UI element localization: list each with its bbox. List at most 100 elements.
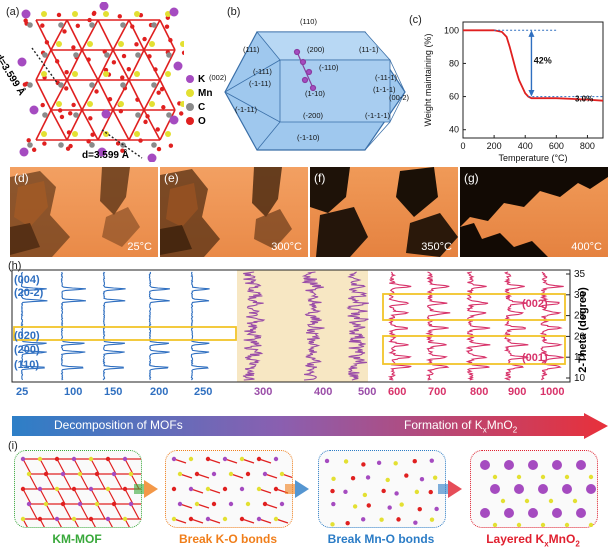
atom — [256, 516, 262, 522]
atom — [381, 488, 386, 494]
legend-swatch — [186, 75, 194, 83]
oxygen-atom — [135, 97, 140, 102]
oxygen-atom — [159, 86, 165, 92]
xrd-y-tick-label: 15 — [574, 352, 586, 363]
oxygen-atom — [75, 23, 81, 29]
atom — [171, 486, 177, 492]
carbon-atom — [151, 22, 157, 28]
arrow-right-sub-a: x — [482, 425, 487, 435]
oxygen-atom — [62, 29, 67, 34]
manganese-atom — [41, 131, 47, 137]
carbon-atom — [42, 112, 48, 118]
atom — [171, 516, 177, 522]
oxygen-atom — [90, 132, 95, 137]
manganese-atom — [572, 498, 578, 504]
atom — [279, 471, 285, 477]
atom — [26, 501, 32, 507]
oxygen-atom — [120, 75, 125, 80]
facet-label: (1-10) — [305, 89, 326, 98]
manganese-atom — [524, 498, 530, 504]
xrd-trace — [539, 271, 564, 381]
atom — [379, 517, 384, 522]
carbon-atom — [73, 52, 79, 58]
xrd-x-tick-label: 600 — [388, 386, 407, 398]
facet-label: (00-2) — [389, 93, 410, 102]
atom — [396, 517, 401, 522]
oxygen-atom — [66, 130, 72, 135]
oxygen-atom — [92, 10, 97, 16]
potassium-atom — [528, 508, 538, 518]
xrd-x-tick-label: 250 — [194, 386, 213, 398]
oxygen-atom — [103, 67, 109, 73]
oxygen-atom — [164, 24, 170, 29]
oxygen-atom — [64, 70, 69, 75]
oxygen-atom — [56, 12, 62, 18]
oxygen-atom — [64, 86, 69, 91]
atom — [239, 486, 245, 492]
manganese-atom — [56, 41, 62, 47]
tga-x-tick-label: 200 — [487, 141, 502, 151]
atom — [228, 501, 234, 507]
oxygen-atom — [156, 146, 162, 152]
potassium-atom — [17, 57, 27, 67]
atom — [88, 516, 94, 522]
atom — [262, 471, 268, 477]
atom — [245, 501, 251, 507]
atom — [385, 477, 390, 483]
panel-a: (a) d=3.599 Å d=3.599 Å K Mn C O — [0, 0, 212, 165]
atom — [330, 488, 335, 494]
atom — [20, 516, 26, 522]
manganese-atom — [134, 11, 140, 17]
oxygen-atom — [156, 90, 161, 95]
atom — [256, 486, 262, 492]
manganese-atom — [87, 41, 93, 47]
manganese-atom — [87, 101, 93, 107]
xrd-peak-label-right: (002) — [522, 298, 548, 311]
tga-plot-frame — [462, 21, 604, 139]
oxygen-atom — [168, 37, 173, 43]
tga-y-tick-label: 100 — [444, 25, 459, 35]
xrd-trace — [387, 271, 412, 381]
atom — [345, 520, 350, 526]
crystal-morphology: (110) (111) (200) (11-1) (002) (-111) (-1-11) (… — [209, 17, 410, 151]
atom — [429, 517, 435, 522]
atom — [360, 517, 366, 522]
panel-d-label: (d) — [14, 171, 29, 185]
oxygen-atom — [71, 45, 76, 50]
atom — [77, 501, 83, 507]
xrd-trace — [190, 271, 210, 381]
atom — [43, 471, 49, 477]
manganese-atom — [564, 474, 570, 480]
atom — [399, 502, 404, 507]
potassium-atom — [97, 147, 107, 157]
oxygen-atom — [155, 127, 160, 132]
oxygen-atom — [134, 42, 139, 47]
manganese-atom — [118, 41, 124, 47]
panel-c: (c) 0 200 400 600 800 40 60 80 100 Temperature (°… — [409, 0, 611, 165]
atom — [222, 516, 228, 522]
atom — [262, 501, 268, 507]
arrow-right-text-b: MnO — [486, 418, 513, 432]
panel-h-label: (h) — [8, 260, 22, 272]
potassium-atom — [99, 2, 109, 11]
manganese-atom — [103, 71, 109, 77]
xrd-y-tick-label: 10 — [574, 373, 586, 384]
legend-label: K — [198, 73, 206, 85]
manganese-atom — [72, 11, 78, 17]
atom — [20, 456, 26, 462]
atom — [273, 456, 279, 462]
atom — [352, 504, 358, 509]
atom — [404, 473, 409, 478]
atom — [37, 516, 43, 522]
xrd-trace — [465, 271, 491, 381]
atom — [362, 492, 368, 498]
potassium-atom — [101, 109, 111, 119]
tga-y-tick-label: 60 — [449, 92, 459, 102]
xrd-trace — [425, 271, 451, 381]
atom — [228, 471, 234, 477]
manganese-atom — [540, 522, 546, 528]
atom — [239, 516, 245, 522]
facet-label: (-1-1-1) — [365, 111, 391, 120]
manganese-atom — [103, 131, 109, 137]
atom — [412, 459, 417, 464]
